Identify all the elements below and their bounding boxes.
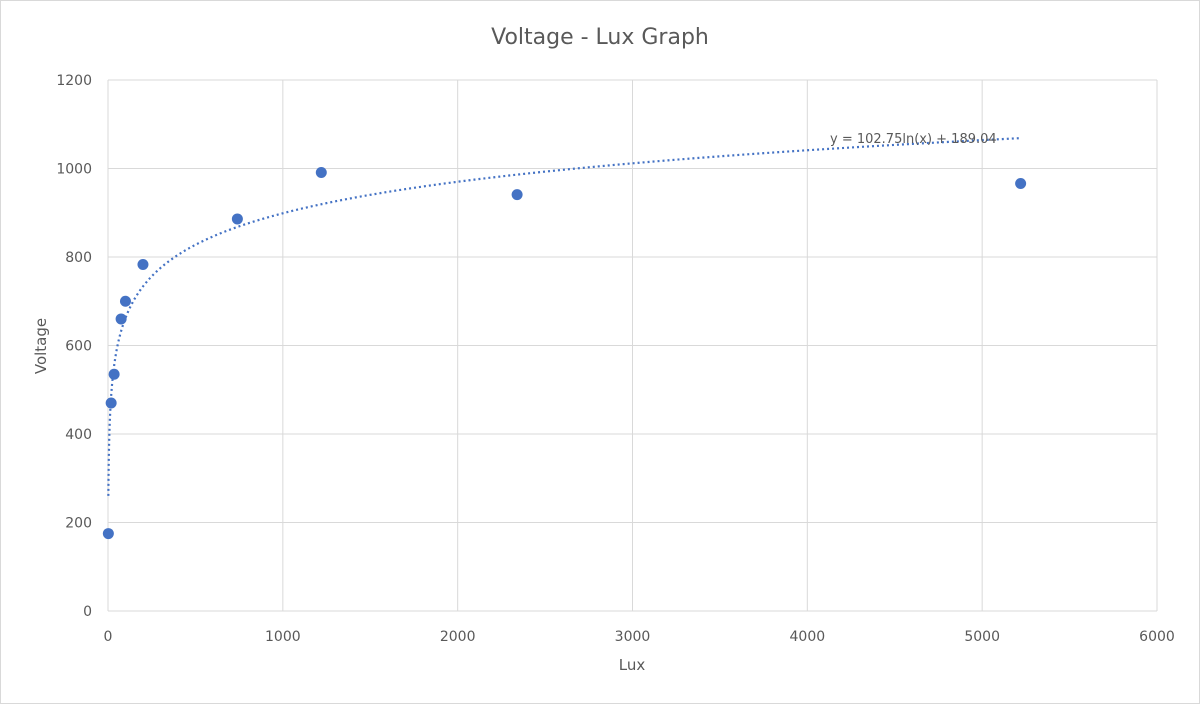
x-tick-label: 4000 [790,629,826,645]
data-point [137,259,149,271]
data-point [511,189,523,201]
data-point [1015,178,1027,190]
x-tick-label: 6000 [1139,629,1175,645]
trendline [107,137,1021,496]
y-tick-label: 0 [83,604,92,620]
y-tick-label: 1000 [56,162,92,178]
chart-title: Voltage - Lux Graph [491,25,709,50]
data-point [108,368,120,380]
x-tick-label: 0 [104,629,113,645]
y-tick-label: 200 [65,516,92,532]
data-point [315,166,327,178]
y-tick-label: 600 [65,339,92,355]
x-axis-label: Lux [619,656,646,674]
y-tick-label: 1200 [56,73,92,89]
x-tick-label: 5000 [964,629,1000,645]
y-tick-label: 400 [65,427,92,443]
x-tick-label: 2000 [440,629,476,645]
data-points [102,166,1027,540]
y-tick-label: 800 [65,250,92,266]
data-point [231,213,243,225]
trendline-equation: y = 102.75ln(x) + 189.04 [830,132,997,147]
data-point [119,295,131,307]
x-tick-labels: 0 1000 2000 3000 4000 5000 6000 [104,629,1175,645]
y-tick-labels: 0 200 400 600 800 1000 1200 [56,73,92,620]
data-point [105,397,117,409]
data-point [115,313,127,325]
x-tick-label: 1000 [265,629,301,645]
x-tick-label: 3000 [615,629,651,645]
y-axis-label: Voltage [32,318,50,374]
data-point [102,528,114,540]
gridlines [107,79,1158,612]
